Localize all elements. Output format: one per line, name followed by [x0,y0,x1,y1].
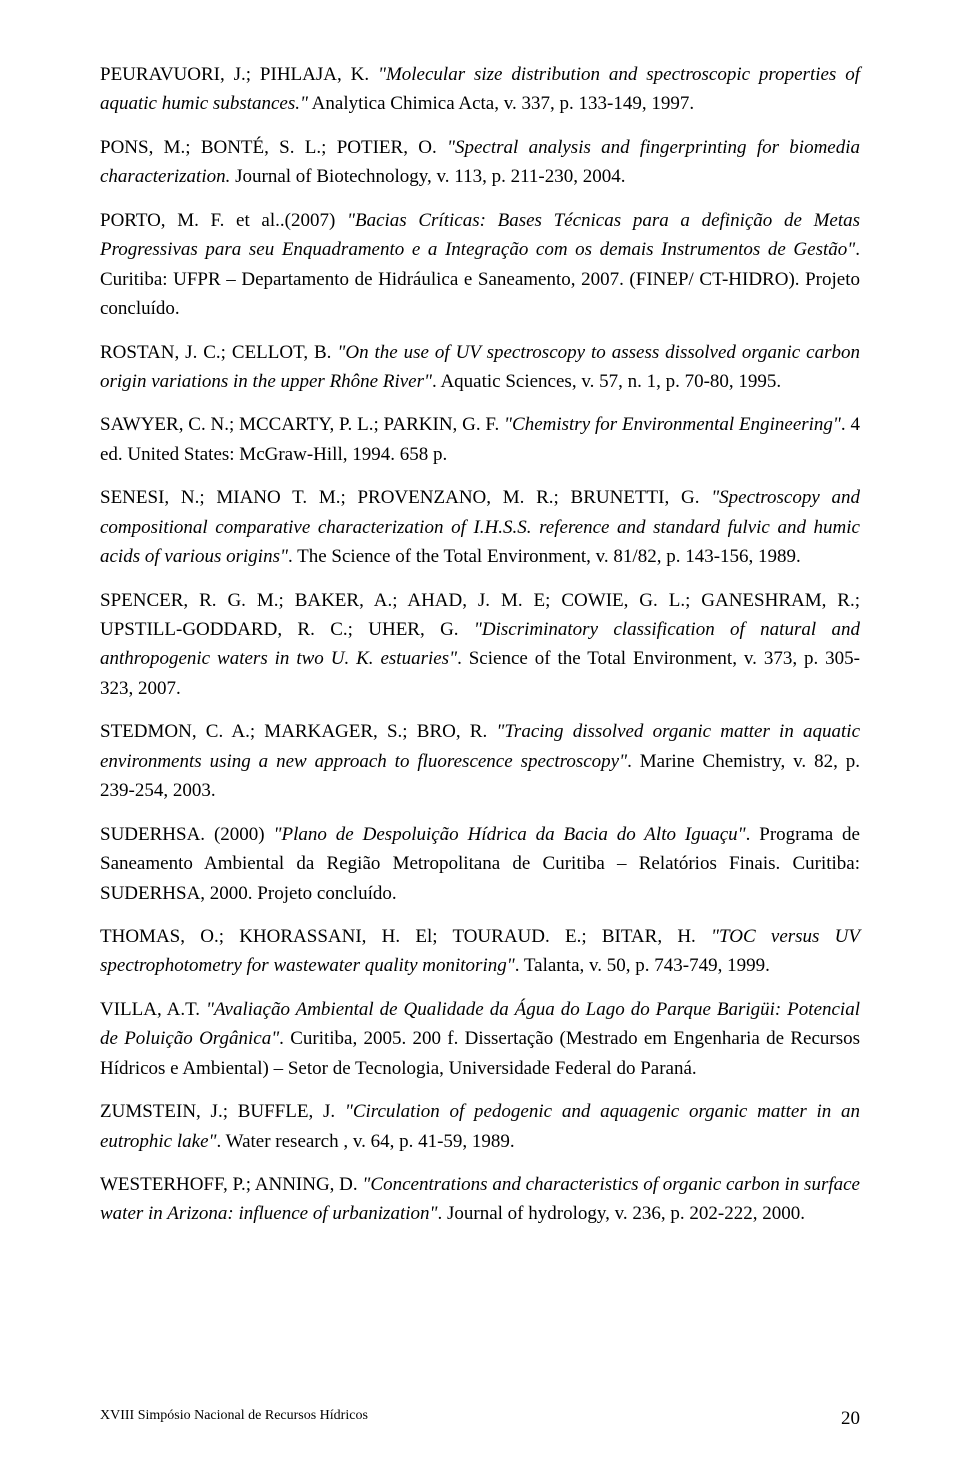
footer: XVIII Simpósio Nacional de Recursos Hídr… [100,1408,860,1430]
reference-authors: PORTO, M. F. et al..(2007) [100,210,347,231]
reference-entry: ROSTAN, J. C.; CELLOT, B. "On the use of… [100,338,860,397]
reference-authors: THOMAS, O.; KHORASSANI, H. El; TOURAUD. … [100,926,711,947]
reference-entry: THOMAS, O.; KHORASSANI, H. El; TOURAUD. … [100,922,860,981]
page-number: 20 [841,1408,860,1430]
reference-authors: PEURAVUORI, J.; PIHLAJA, K. [100,64,378,85]
reference-authors: PONS, M.; BONTÉ, S. L.; POTIER, O. [100,137,447,158]
reference-title: "Chemistry for Environmental Engineering… [504,414,841,435]
reference-authors: SUDERHSA. (2000) [100,824,274,845]
reference-authors: WESTERHOFF, P.; ANNING, D. [100,1174,362,1195]
reference-authors: SAWYER, C. N.; MCCARTY, P. L.; PARKIN, G… [100,414,504,435]
reference-tail: . The Science of the Total Environment, … [288,546,801,567]
references-block: PEURAVUORI, J.; PIHLAJA, K. "Molecular s… [100,60,860,1229]
reference-tail: Journal of Biotechnology, v. 113, p. 211… [230,166,625,187]
reference-entry: STEDMON, C. A.; MARKAGER, S.; BRO, R. "T… [100,717,860,805]
reference-authors: ROSTAN, J. C.; CELLOT, B. [100,342,337,363]
reference-entry: PEURAVUORI, J.; PIHLAJA, K. "Molecular s… [100,60,860,119]
footer-event-name: XVIII Simpósio Nacional de Recursos Hídr… [100,1408,368,1424]
reference-authors: STEDMON, C. A.; MARKAGER, S.; BRO, R. [100,721,496,742]
reference-entry: WESTERHOFF, P.; ANNING, D. "Concentratio… [100,1170,860,1229]
reference-tail: . Aquatic Sciences, v. 57, n. 1, p. 70-8… [432,371,781,392]
reference-entry: PORTO, M. F. et al..(2007) "Bacias Críti… [100,206,860,324]
reference-tail: . Talanta, v. 50, p. 743-749, 1999. [515,955,770,976]
page: PEURAVUORI, J.; PIHLAJA, K. "Molecular s… [0,0,960,1466]
reference-authors: ZUMSTEIN, J.; BUFFLE, J. [100,1101,345,1122]
reference-entry: SAWYER, C. N.; MCCARTY, P. L.; PARKIN, G… [100,410,860,469]
reference-entry: PONS, M.; BONTÉ, S. L.; POTIER, O. "Spec… [100,133,860,192]
reference-title: "Plano de Despoluição Hídrica da Bacia d… [274,824,746,845]
reference-authors: SENESI, N.; MIANO T. M.; PROVENZANO, M. … [100,487,711,508]
reference-entry: VILLA, A.T. "Avaliação Ambiental de Qual… [100,995,860,1083]
reference-entry: SPENCER, R. G. M.; BAKER, A.; AHAD, J. M… [100,586,860,704]
reference-entry: ZUMSTEIN, J.; BUFFLE, J. "Circulation of… [100,1097,860,1156]
reference-tail: . Journal of hydrology, v. 236, p. 202-2… [437,1203,804,1224]
reference-authors: VILLA, A.T. [100,999,206,1020]
reference-tail: . Water research , v. 64, p. 41-59, 1989… [217,1131,515,1152]
reference-entry: SENESI, N.; MIANO T. M.; PROVENZANO, M. … [100,483,860,571]
reference-entry: SUDERHSA. (2000) "Plano de Despoluição H… [100,820,860,908]
reference-tail: Analytica Chimica Acta, v. 337, p. 133-1… [308,93,694,114]
